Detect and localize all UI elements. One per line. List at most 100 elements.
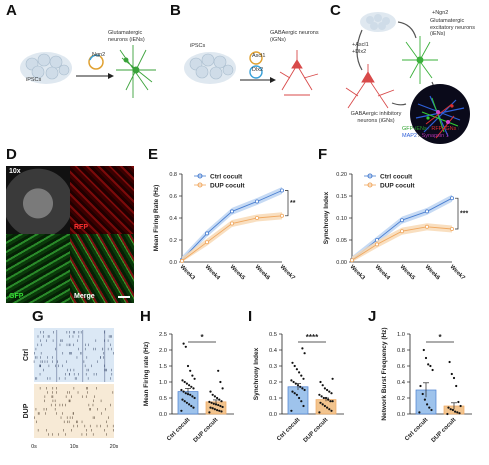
data-point (192, 387, 195, 390)
data-point (295, 393, 298, 396)
data-point (320, 395, 323, 398)
data-point (458, 412, 461, 415)
data-point (183, 380, 186, 384)
y-tick-label: 1.0 (159, 380, 167, 386)
ipsc-cluster-icon (184, 52, 236, 84)
data-point (421, 392, 424, 396)
rfp-label: RFP (74, 224, 88, 231)
data-point (292, 380, 295, 384)
data-point (220, 400, 223, 403)
data-point (431, 368, 434, 372)
data-point (190, 385, 193, 388)
x-tick-label: Week3 (349, 264, 367, 282)
x-tick-label: Ctrl cocult (166, 417, 191, 442)
data-point (450, 372, 453, 376)
x-tick-label: Week4 (374, 264, 392, 282)
y-tick-label: 0.4 (269, 348, 278, 354)
data-point (180, 258, 185, 263)
series-band (352, 223, 452, 262)
data-point (296, 384, 300, 387)
merge-label: Merge (74, 293, 95, 300)
x-tick-label: Week4 (204, 264, 222, 282)
data-point (208, 400, 211, 403)
gene-label-a: Ngn2 (92, 52, 106, 58)
data-point (301, 347, 304, 350)
data-point (193, 396, 196, 400)
x-tick-label: Week6 (254, 264, 272, 282)
legend-gfp: GFP-iENs (402, 126, 427, 132)
y-tick-label: 2.5 (159, 332, 167, 338)
chart-e: 0.0 0.2 0.4 0.6 0.8 Week3 Week4 Week5 Week6 Week7… (153, 172, 296, 282)
time-label: 10s (70, 444, 79, 450)
legend-label: Ctrl cocult (380, 174, 413, 181)
significance-label: *** (460, 211, 468, 218)
data-point (188, 384, 191, 387)
data-point (318, 393, 321, 396)
panel-letter-b: B (170, 2, 181, 19)
x-tick-label: Week7 (449, 264, 466, 281)
data-point (293, 392, 296, 395)
significance-label: * (438, 333, 442, 342)
data-point (328, 408, 331, 411)
data-point (220, 410, 223, 413)
data-point (184, 392, 187, 395)
time-label: 0s (31, 444, 37, 450)
data-point (184, 345, 187, 348)
exc-label-c: Glutamatergic excitatory neurons (iENs) (430, 18, 475, 37)
data-point (210, 401, 213, 404)
data-point (350, 258, 355, 263)
y-tick-label: 0.0 (169, 260, 177, 266)
raster-g: Ctrl DUP 0s 10s 20s (23, 328, 118, 450)
data-point (217, 403, 220, 407)
data-point (426, 403, 429, 406)
panel-letter-i: I (248, 308, 253, 325)
data-point (211, 407, 214, 410)
mea-brightfield-image (6, 166, 70, 234)
data-point (219, 404, 222, 408)
coculture-image (410, 84, 470, 144)
data-point (319, 401, 322, 404)
ipsc-cluster-icon (360, 12, 396, 32)
dup-raster-background (34, 384, 114, 438)
data-point (455, 384, 458, 388)
data-point (430, 408, 433, 412)
y-tick-label: 0.05 (336, 238, 347, 244)
data-point (205, 240, 210, 245)
ipsc-label-b: iPSCs (190, 43, 206, 49)
data-point (329, 400, 332, 403)
data-point (299, 385, 302, 388)
y-tick-label: 0.0 (269, 412, 277, 418)
data-point (189, 393, 192, 396)
excitatory-neuron-icon (402, 36, 438, 84)
y-tick-label: 0.6 (397, 364, 405, 370)
gene-left1-label-c: +Ascl1 (352, 42, 369, 48)
gfp-image (6, 234, 70, 303)
data-point (180, 388, 183, 392)
panel-letter-a: A (6, 2, 17, 19)
data-point (211, 393, 214, 396)
legend-sep: / (456, 126, 460, 132)
legend-rfp: RFP-iGNs (431, 126, 457, 132)
y-tick-label: 0.00 (336, 260, 347, 266)
data-point (181, 398, 184, 401)
data-point (459, 404, 462, 408)
significance-bracket (455, 197, 459, 230)
data-point (191, 395, 194, 398)
data-point (302, 404, 305, 408)
data-point (323, 404, 326, 408)
data-point (327, 398, 330, 401)
data-point (326, 388, 329, 392)
data-point (330, 409, 333, 412)
data-point (300, 374, 303, 377)
row-label-ctrl: Ctrl (23, 349, 30, 361)
data-point (186, 364, 190, 368)
panel-letter-j: J (368, 308, 377, 325)
row-label-dup: DUP (23, 403, 30, 418)
y-tick-label: 1.5 (159, 364, 167, 370)
data-point (181, 379, 184, 382)
y-tick-label: 0.15 (336, 194, 347, 200)
data-point (418, 411, 421, 414)
plasmid-icon (88, 54, 104, 70)
data-point (324, 396, 328, 400)
y-tick-label: 2.0 (159, 348, 167, 354)
